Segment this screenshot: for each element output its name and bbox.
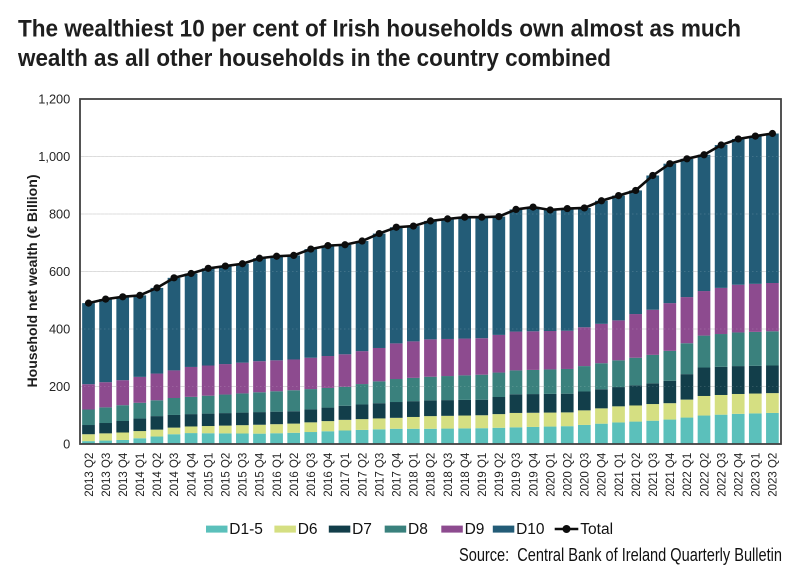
svg-text:2016 Q3: 2016 Q3 bbox=[306, 453, 318, 497]
svg-text:1,200: 1,200 bbox=[38, 92, 70, 107]
svg-text:The wealthiest 10 per cent of: The wealthiest 10 per cent of Irish hous… bbox=[18, 16, 741, 43]
svg-text:2014 Q3: 2014 Q3 bbox=[169, 453, 181, 497]
svg-text:2015 Q2: 2015 Q2 bbox=[221, 453, 233, 497]
svg-text:D1-5: D1-5 bbox=[229, 521, 263, 538]
svg-text:2016 Q4: 2016 Q4 bbox=[323, 452, 335, 497]
svg-text:2016 Q1: 2016 Q1 bbox=[272, 453, 284, 497]
svg-text:D10: D10 bbox=[516, 521, 545, 538]
svg-text:D8: D8 bbox=[408, 521, 428, 538]
svg-text:wealth as all other households: wealth as all other households in the co… bbox=[17, 45, 611, 72]
svg-text:2020 Q3: 2020 Q3 bbox=[580, 453, 592, 497]
svg-text:2017 Q4: 2017 Q4 bbox=[392, 452, 404, 497]
svg-text:D9: D9 bbox=[465, 521, 485, 538]
svg-text:800: 800 bbox=[49, 207, 70, 222]
svg-text:2022 Q3: 2022 Q3 bbox=[716, 453, 728, 497]
svg-text:Household net wealth (€ Billio: Household net wealth (€ Billion) bbox=[24, 175, 40, 388]
svg-text:2014 Q2: 2014 Q2 bbox=[152, 453, 164, 497]
svg-text:2021 Q1: 2021 Q1 bbox=[614, 453, 626, 497]
svg-text:2022 Q4: 2022 Q4 bbox=[733, 452, 745, 497]
svg-text:2019 Q4: 2019 Q4 bbox=[528, 452, 540, 497]
svg-text:2015 Q3: 2015 Q3 bbox=[238, 453, 250, 497]
svg-text:600: 600 bbox=[49, 264, 70, 279]
svg-text:2015 Q1: 2015 Q1 bbox=[203, 453, 215, 497]
svg-text:2018 Q2: 2018 Q2 bbox=[426, 453, 438, 497]
svg-text:Source: Central Bank of Irela: Source: Central Bank of Ireland Quarterl… bbox=[459, 545, 782, 565]
svg-text:2013 Q3: 2013 Q3 bbox=[101, 453, 113, 497]
svg-text:D6: D6 bbox=[298, 521, 318, 538]
svg-text:2022 Q2: 2022 Q2 bbox=[699, 453, 711, 497]
svg-text:2014 Q1: 2014 Q1 bbox=[135, 453, 147, 497]
svg-text:2022 Q1: 2022 Q1 bbox=[682, 453, 694, 497]
svg-text:200: 200 bbox=[49, 379, 70, 394]
svg-text:D7: D7 bbox=[352, 521, 372, 538]
svg-text:2019 Q1: 2019 Q1 bbox=[477, 453, 489, 497]
svg-text:2023 Q2: 2023 Q2 bbox=[768, 453, 780, 497]
svg-text:2017 Q2: 2017 Q2 bbox=[357, 453, 369, 497]
svg-text:2020 Q4: 2020 Q4 bbox=[597, 452, 609, 497]
svg-text:2017 Q1: 2017 Q1 bbox=[340, 453, 352, 497]
svg-text:2021 Q4: 2021 Q4 bbox=[665, 452, 677, 497]
svg-text:2018 Q1: 2018 Q1 bbox=[409, 453, 421, 497]
svg-text:2023 Q1: 2023 Q1 bbox=[751, 453, 763, 497]
svg-text:2019 Q3: 2019 Q3 bbox=[511, 453, 523, 497]
svg-text:2021 Q3: 2021 Q3 bbox=[648, 453, 660, 497]
svg-text:2020 Q2: 2020 Q2 bbox=[562, 453, 574, 497]
svg-text:2015 Q4: 2015 Q4 bbox=[255, 452, 267, 497]
svg-text:2017 Q3: 2017 Q3 bbox=[374, 453, 386, 497]
svg-text:2013 Q4: 2013 Q4 bbox=[118, 452, 130, 497]
svg-text:2013 Q2: 2013 Q2 bbox=[84, 453, 96, 497]
svg-text:2018 Q3: 2018 Q3 bbox=[443, 453, 455, 497]
svg-text:Total: Total bbox=[580, 521, 613, 538]
svg-text:2014 Q4: 2014 Q4 bbox=[186, 452, 198, 497]
svg-text:2019 Q2: 2019 Q2 bbox=[494, 453, 506, 497]
svg-text:2021 Q2: 2021 Q2 bbox=[631, 453, 643, 497]
svg-text:2018 Q4: 2018 Q4 bbox=[460, 452, 472, 497]
svg-text:2020 Q1: 2020 Q1 bbox=[545, 453, 557, 497]
svg-text:2016 Q2: 2016 Q2 bbox=[289, 453, 301, 497]
svg-text:400: 400 bbox=[49, 322, 70, 337]
svg-text:1,000: 1,000 bbox=[38, 149, 70, 164]
svg-text:0: 0 bbox=[63, 437, 70, 452]
